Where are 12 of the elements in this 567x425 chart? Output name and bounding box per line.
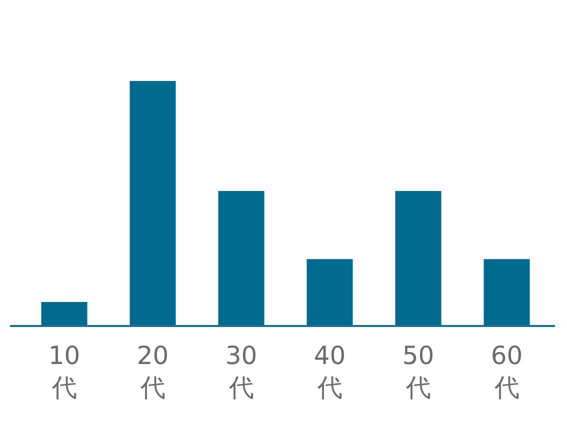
x-tick-label: 20代	[136, 341, 169, 402]
bar	[130, 81, 176, 326]
x-tick-label: 60代	[490, 341, 523, 402]
bar	[41, 302, 88, 326]
bar	[395, 191, 442, 326]
x-tick-label: 30代	[225, 341, 258, 402]
bar	[218, 191, 264, 326]
x-tick-label: 10代	[48, 341, 80, 402]
x-tick-label: 50代	[402, 341, 434, 402]
bar	[484, 259, 530, 326]
x-tick-label: 40代	[314, 341, 346, 402]
bar	[306, 259, 353, 326]
